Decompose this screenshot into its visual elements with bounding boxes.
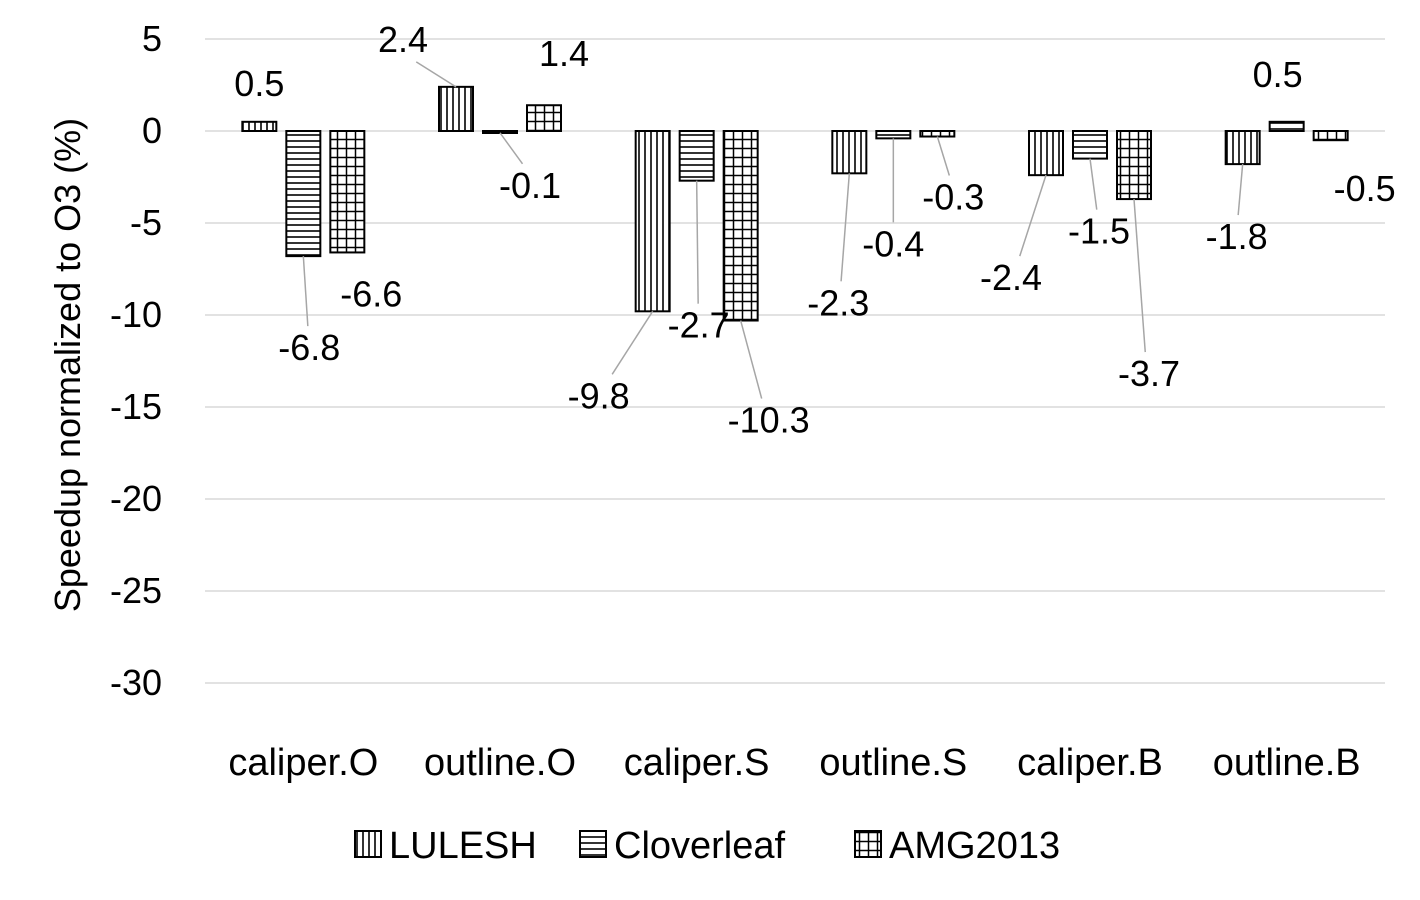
y-tick-label: -20 xyxy=(110,478,162,519)
x-axis-categories: caliper.O outline.O caliper.S outline.S cali… xyxy=(228,742,1360,784)
legend-swatch-amg2013 xyxy=(854,830,882,858)
leader-line xyxy=(739,320,763,399)
data-label-leaders xyxy=(302,61,1244,399)
leader-line xyxy=(936,136,951,176)
bars xyxy=(241,85,1349,322)
y-tick-label: 0 xyxy=(142,110,162,151)
bar-cloverleaf-caliper-b xyxy=(1072,130,1108,160)
leader-line xyxy=(611,310,654,375)
bar-amg2013-caliper-b xyxy=(1116,130,1152,201)
data-label: -0.4 xyxy=(862,223,924,264)
x-category-label: caliper.B xyxy=(1017,742,1163,784)
data-label: -1.5 xyxy=(1068,211,1130,252)
y-tick-label: -15 xyxy=(110,386,162,427)
data-label: 0.5 xyxy=(234,63,284,104)
leader-line xyxy=(840,173,851,282)
bar-lulesh-outline-o xyxy=(438,85,474,132)
data-label: -6.6 xyxy=(340,273,402,314)
leader-line xyxy=(499,132,524,165)
x-category-label: outline.S xyxy=(819,742,967,784)
leader-line xyxy=(1089,158,1098,210)
legend-swatch-lulesh xyxy=(354,830,382,858)
bar-cloverleaf-caliper-s xyxy=(678,130,715,182)
legend-label: LULESH xyxy=(389,825,537,867)
data-labels: 0.5 -6.8-6.6 2.4 -0.1 1.4 -9.8 -2.7 -10.3 -2.3 -0… xyxy=(234,19,1395,441)
bar-cloverleaf-outline-b xyxy=(1268,120,1305,133)
data-label: -6.8 xyxy=(278,327,340,368)
bar-lulesh-outline-s xyxy=(831,130,868,175)
bar-lulesh-caliper-s xyxy=(634,130,671,313)
data-label: 1.4 xyxy=(539,33,589,74)
x-category-label: caliper.S xyxy=(624,742,770,784)
data-label: 2.4 xyxy=(378,19,428,60)
bar-amg2013-caliper-s xyxy=(722,130,759,322)
bar-cloverleaf-caliper-o xyxy=(285,130,322,258)
gridlines xyxy=(205,38,1385,684)
x-category-label: outline.B xyxy=(1213,742,1361,784)
bar-lulesh-outline-b xyxy=(1224,130,1261,166)
bar-amg2013-caliper-o xyxy=(329,130,366,254)
y-axis-ticks: 5 0 -5 -10 -15 -20 -25 -30 xyxy=(110,18,162,703)
data-label: -1.8 xyxy=(1206,216,1268,257)
legend-label: AMG2013 xyxy=(889,825,1060,867)
data-label: 0.5 xyxy=(1253,54,1303,95)
bar-lulesh-caliper-o xyxy=(241,120,278,133)
data-label: -0.3 xyxy=(922,177,984,218)
bar-amg2013-outline-s xyxy=(919,130,956,138)
y-tick-label: -5 xyxy=(130,202,162,243)
data-label: -2.3 xyxy=(807,282,869,323)
y-tick-label: -10 xyxy=(110,294,162,335)
legend-swatch-cloverleaf xyxy=(579,830,607,858)
leader-line xyxy=(1019,174,1047,257)
leader-line xyxy=(1237,164,1244,216)
y-tick-label: -25 xyxy=(110,570,162,611)
data-label: -10.3 xyxy=(728,400,810,441)
leader-line xyxy=(695,180,699,304)
leader-line xyxy=(1133,199,1146,353)
legend: LULESH Cloverleaf AMG2013 xyxy=(354,825,1060,867)
data-label: -0.1 xyxy=(499,165,561,206)
bar-lulesh-caliper-b xyxy=(1028,130,1064,177)
data-label: -2.4 xyxy=(980,257,1042,298)
legend-label: Cloverleaf xyxy=(614,825,786,867)
bar-amg2013-outline-b xyxy=(1312,130,1349,142)
data-label: -9.8 xyxy=(568,375,630,416)
bar-cloverleaf-outline-o xyxy=(482,130,518,134)
bar-cloverleaf-outline-s xyxy=(875,130,912,140)
data-label: -2.7 xyxy=(668,305,730,346)
data-label: -3.7 xyxy=(1118,353,1180,394)
x-category-label: caliper.O xyxy=(228,742,378,784)
data-label: -0.5 xyxy=(1334,168,1396,209)
leader-line xyxy=(415,61,457,88)
leader-line xyxy=(302,256,309,327)
x-category-label: outline.O xyxy=(424,742,576,784)
y-tick-label: 5 xyxy=(142,18,162,59)
bar-amg2013-outline-o xyxy=(526,104,562,132)
y-tick-label: -30 xyxy=(110,662,162,703)
y-axis-title: Speedup normalized to O3 (%) xyxy=(47,118,88,612)
